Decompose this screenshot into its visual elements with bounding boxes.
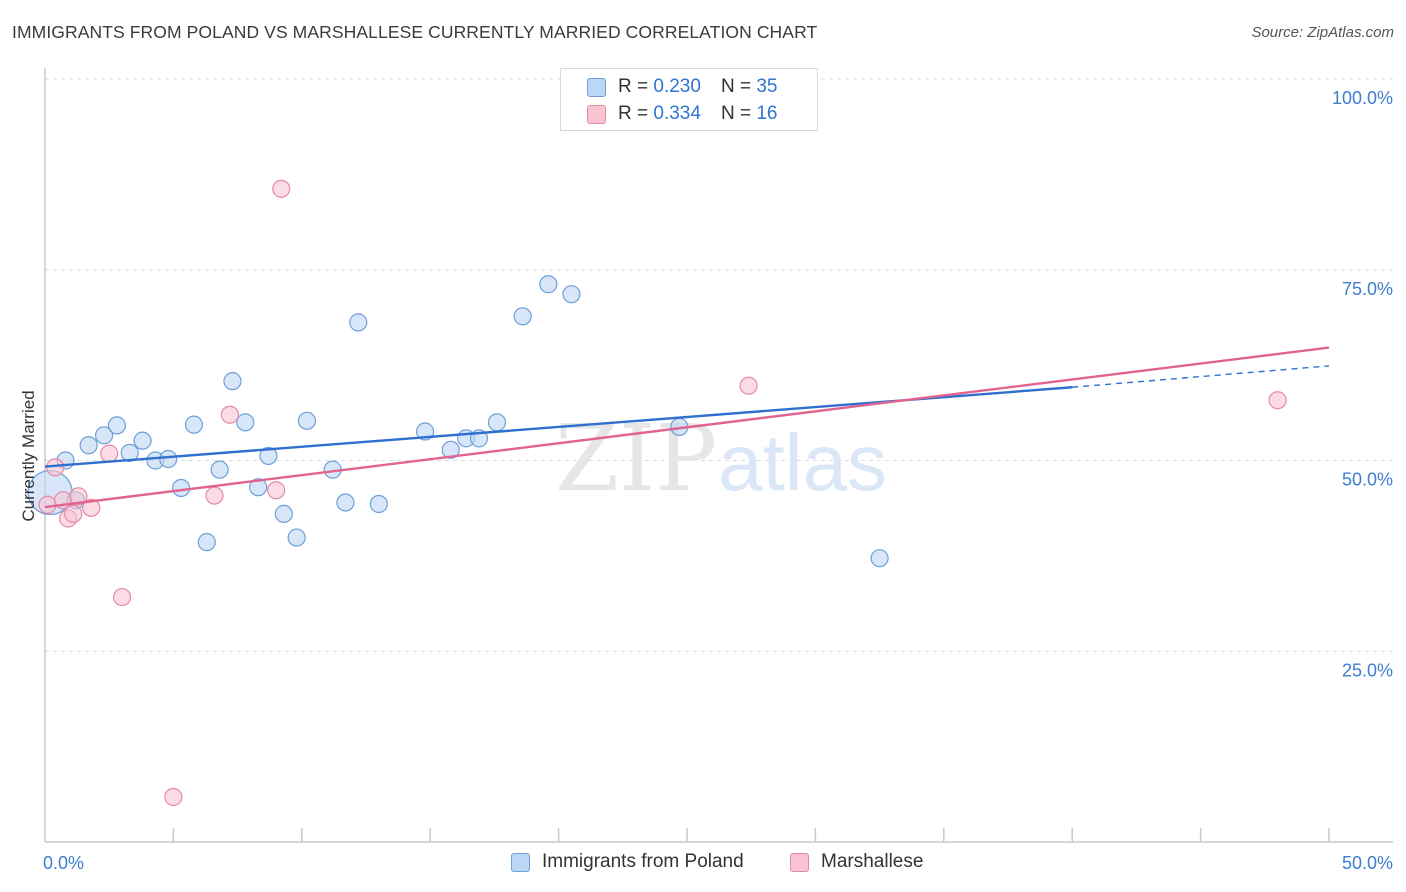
legend-r-label: R = (618, 103, 649, 124)
point-marshallese (100, 444, 119, 463)
point-poland (159, 449, 178, 469)
legend-r-value: 0.334 (653, 103, 701, 124)
point-marshallese (164, 787, 183, 807)
y-tick-labels: 25.0% 50.0% 75.0% 100.0% (1332, 88, 1393, 680)
point-poland (487, 413, 507, 432)
axis-layer (44, 68, 1393, 843)
point-poland (539, 275, 558, 294)
trend-lines (44, 346, 1330, 509)
point-marshallese (267, 481, 286, 500)
point-marshallese (64, 504, 83, 524)
source-label: Source: ZipAtlas.com (1251, 24, 1394, 41)
legend-r-value: 0.230 (653, 76, 701, 97)
point-poland (79, 436, 98, 455)
point-poland (441, 440, 460, 459)
y-tick-label: 100.0% (1332, 88, 1393, 108)
legend-row-poland: R = 0.230 N = 35 (587, 75, 777, 99)
series-swatch-poland (511, 852, 530, 872)
point-poland (249, 478, 268, 497)
point-marshallese (220, 405, 239, 424)
watermark-zip: ZIP (555, 405, 717, 512)
point-poland (562, 285, 581, 304)
point-marshallese (205, 486, 224, 505)
legend-swatch-poland (587, 77, 606, 97)
point-poland (223, 372, 242, 391)
trend-line-marshallese (44, 346, 1330, 509)
series-swatch-marshallese (790, 852, 809, 872)
point-marshallese (112, 587, 132, 607)
legend-n-label: N = (720, 76, 752, 97)
point-poland (287, 528, 306, 547)
point-marshallese (1268, 391, 1287, 410)
point-poland (297, 411, 317, 430)
point-poland (197, 533, 216, 552)
point-poland (369, 494, 388, 514)
point-poland (120, 443, 139, 462)
point-marshallese (82, 498, 101, 517)
point-marshallese (272, 179, 291, 198)
chart-title: IMMIGRANTS FROM POLAND VS MARSHALLESE CU… (12, 22, 818, 42)
point-poland (133, 431, 152, 450)
point-marshallese (38, 495, 57, 514)
series-legend-poland[interactable]: Immigrants from Poland (511, 851, 744, 873)
legend-row-marshallese: R = 0.334 N = 16 (587, 102, 777, 126)
point-marshallese (69, 487, 88, 506)
series-name-marshallese: Marshallese (821, 851, 924, 872)
y-tick-label: 25.0% (1342, 660, 1393, 680)
point-poland (513, 307, 532, 326)
legend-n-value: 35 (756, 76, 778, 97)
x-tick-labels: 0.0% 50.0% (43, 853, 1393, 873)
point-poland (172, 478, 191, 498)
watermark: ZIP atlas (555, 405, 887, 512)
point-poland (274, 504, 293, 524)
point-poland (236, 413, 255, 432)
x-tick-label: 50.0% (1342, 853, 1393, 873)
watermark-atlas: atlas (718, 418, 887, 507)
point-poland (94, 426, 114, 445)
legend-r-label: R = (618, 76, 649, 97)
point-poland (349, 313, 368, 332)
trend-line-poland-projection (1072, 365, 1330, 388)
y-tick-label: 75.0% (1342, 279, 1393, 299)
legend-swatch-marshallese (587, 104, 606, 124)
series-legend-marshallese[interactable]: Marshallese (790, 851, 923, 873)
point-poland (184, 415, 204, 434)
point-poland (210, 460, 229, 479)
point-poland (259, 446, 278, 466)
point-poland (107, 416, 127, 435)
point-poland (870, 549, 889, 568)
legend-n-value: 16 (756, 103, 778, 124)
point-marshallese (739, 376, 758, 395)
y-axis-label: Currently Married (19, 390, 38, 521)
y-tick-label: 50.0% (1342, 470, 1393, 490)
legend-n-label: N = (720, 103, 752, 124)
x-tick-label: 0.0% (43, 853, 84, 873)
series-name-poland: Immigrants from Poland (542, 851, 744, 872)
point-poland (336, 493, 355, 512)
stats-legend: R = 0.230 N = 35 R = 0.334 N = 16 (560, 68, 818, 131)
